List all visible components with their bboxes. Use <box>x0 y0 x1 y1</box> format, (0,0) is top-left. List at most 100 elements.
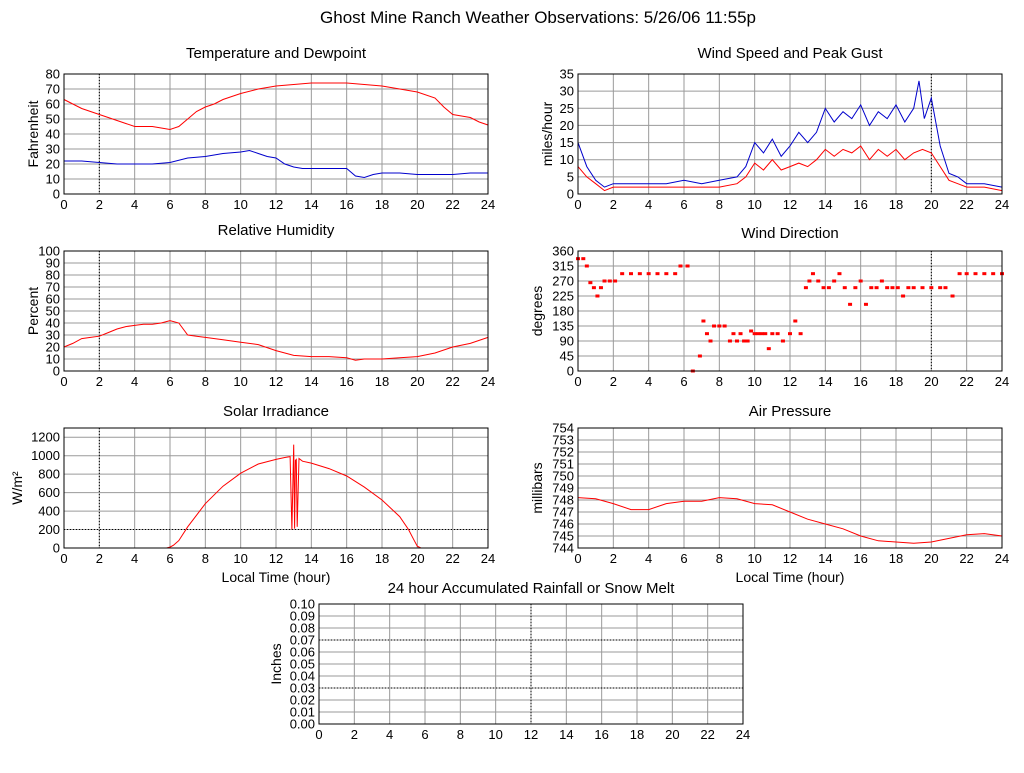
direction-x-tick-label: 22 <box>959 374 973 389</box>
pressure-y-axis-label: millibars <box>529 462 545 513</box>
pressure-x-tick-label: 20 <box>924 551 938 566</box>
solar-x-tick-label: 0 <box>60 551 67 566</box>
temp-x-tick-label: 12 <box>269 197 283 212</box>
page-title: Ghost Mine Ranch Weather Observations: 5… <box>320 8 756 27</box>
pressure-y-tick-label: 754 <box>552 421 574 436</box>
direction-point <box>832 279 837 283</box>
wind-y-tick-label: 20 <box>560 118 574 133</box>
pressure-x-tick-label: 4 <box>645 551 652 566</box>
direction-point <box>673 272 678 276</box>
humidity-y-tick-label: 60 <box>46 292 60 307</box>
direction-point <box>869 286 874 290</box>
solar-x-tick-label: 4 <box>131 551 138 566</box>
direction-point <box>717 324 722 328</box>
solar-y-tick-label: 800 <box>38 467 60 482</box>
direction-x-tick-label: 10 <box>747 374 761 389</box>
temp-y-tick-label: 10 <box>46 172 60 187</box>
direction-point <box>858 279 863 283</box>
direction-point <box>678 264 683 268</box>
direction-point <box>991 272 996 276</box>
direction-x-tick-label: 6 <box>680 374 687 389</box>
direction-point <box>943 286 948 290</box>
solar-x-tick-label: 18 <box>375 551 389 566</box>
direction-point <box>646 272 651 276</box>
pressure-y-tick-label: 747 <box>552 505 574 520</box>
pressure-x-tick-label: 24 <box>995 551 1009 566</box>
solar-y-axis-label: W/m² <box>9 471 25 505</box>
direction-point <box>584 264 589 268</box>
rain-y-tick-label: 0.00 <box>290 717 315 732</box>
wind-x-tick-label: 8 <box>716 197 723 212</box>
direction-point <box>591 286 596 290</box>
wind-y-tick-label: 15 <box>560 135 574 150</box>
temp-chart-title: Temperature and Dewpoint <box>186 45 367 62</box>
temp-plot-frame <box>63 73 489 195</box>
temp-x-tick-label: 14 <box>304 197 318 212</box>
direction-point <box>664 272 669 276</box>
humidity-x-tick-label: 12 <box>269 374 283 389</box>
direction-x-tick-label: 8 <box>716 374 723 389</box>
rain-x-tick-label: 2 <box>351 727 358 742</box>
rain-x-tick-label: 4 <box>386 727 393 742</box>
temp-y-tick-label: 30 <box>46 142 60 157</box>
pressure-y-tick-label: 750 <box>552 469 574 484</box>
direction-point <box>749 329 754 333</box>
wind-y-tick-label: 10 <box>560 152 574 167</box>
temp-x-tick-label: 22 <box>445 197 459 212</box>
pressure-x-tick-label: 8 <box>716 551 723 566</box>
direction-y-tick-label: 90 <box>560 334 574 349</box>
direction-point <box>803 286 808 290</box>
temp-x-tick-label: 20 <box>410 197 424 212</box>
humidity-x-tick-label: 24 <box>481 374 495 389</box>
direction-y-tick-label: 270 <box>552 274 574 289</box>
solar-x-tick-label: 8 <box>202 551 209 566</box>
direction-point <box>793 319 798 323</box>
temp-x-tick-label: 0 <box>60 197 67 212</box>
humidity-y-tick-label: 100 <box>38 244 60 259</box>
wind-x-tick-label: 12 <box>783 197 797 212</box>
direction-point <box>607 279 612 283</box>
humidity-y-tick-label: 90 <box>46 256 60 271</box>
pressure-plot-frame <box>577 427 1003 549</box>
direction-x-tick-label: 20 <box>924 374 938 389</box>
pressure-x-tick-label: 14 <box>818 551 832 566</box>
solar-x-tick-label: 6 <box>166 551 173 566</box>
rain-x-tick-label: 24 <box>736 727 750 742</box>
temp-y-tick-label: 50 <box>46 112 60 127</box>
rain-y-tick-label: 0.06 <box>290 645 315 660</box>
direction-point <box>863 302 868 306</box>
direction-y-tick-label: 0 <box>567 364 574 379</box>
rain-y-tick-label: 0.05 <box>290 657 315 672</box>
wind-x-tick-label: 20 <box>924 197 938 212</box>
humidity-x-tick-label: 2 <box>96 374 103 389</box>
rain-x-tick-label: 8 <box>457 727 464 742</box>
wind-x-tick-label: 18 <box>889 197 903 212</box>
temp-x-tick-label: 16 <box>339 197 353 212</box>
direction-point <box>629 272 633 276</box>
direction-point <box>763 332 768 336</box>
solar-x-tick-label: 20 <box>410 551 424 566</box>
direction-point <box>745 339 750 343</box>
direction-point <box>837 272 842 276</box>
wind-x-tick-label: 0 <box>574 197 581 212</box>
rain-x-tick-label: 16 <box>594 727 608 742</box>
pressure-series-0-line <box>577 497 1003 544</box>
temp-series-1-line <box>64 149 488 179</box>
direction-y-tick-label: 45 <box>560 349 574 364</box>
direction-point <box>816 279 821 283</box>
pressure-x-tick-label: 10 <box>747 551 761 566</box>
wind-y-tick-label: 25 <box>560 101 574 116</box>
direction-point <box>595 294 600 298</box>
direction-point <box>581 257 586 261</box>
direction-point <box>588 281 593 285</box>
direction-point <box>752 332 757 336</box>
wind-x-tick-label: 14 <box>818 197 832 212</box>
solar-y-tick-label: 1000 <box>31 448 60 463</box>
solar-plot-frame <box>63 427 489 549</box>
direction-plot-frame <box>577 250 1003 372</box>
pressure-x-axis-label: Local Time (hour) <box>736 569 845 585</box>
direction-point <box>807 279 812 283</box>
